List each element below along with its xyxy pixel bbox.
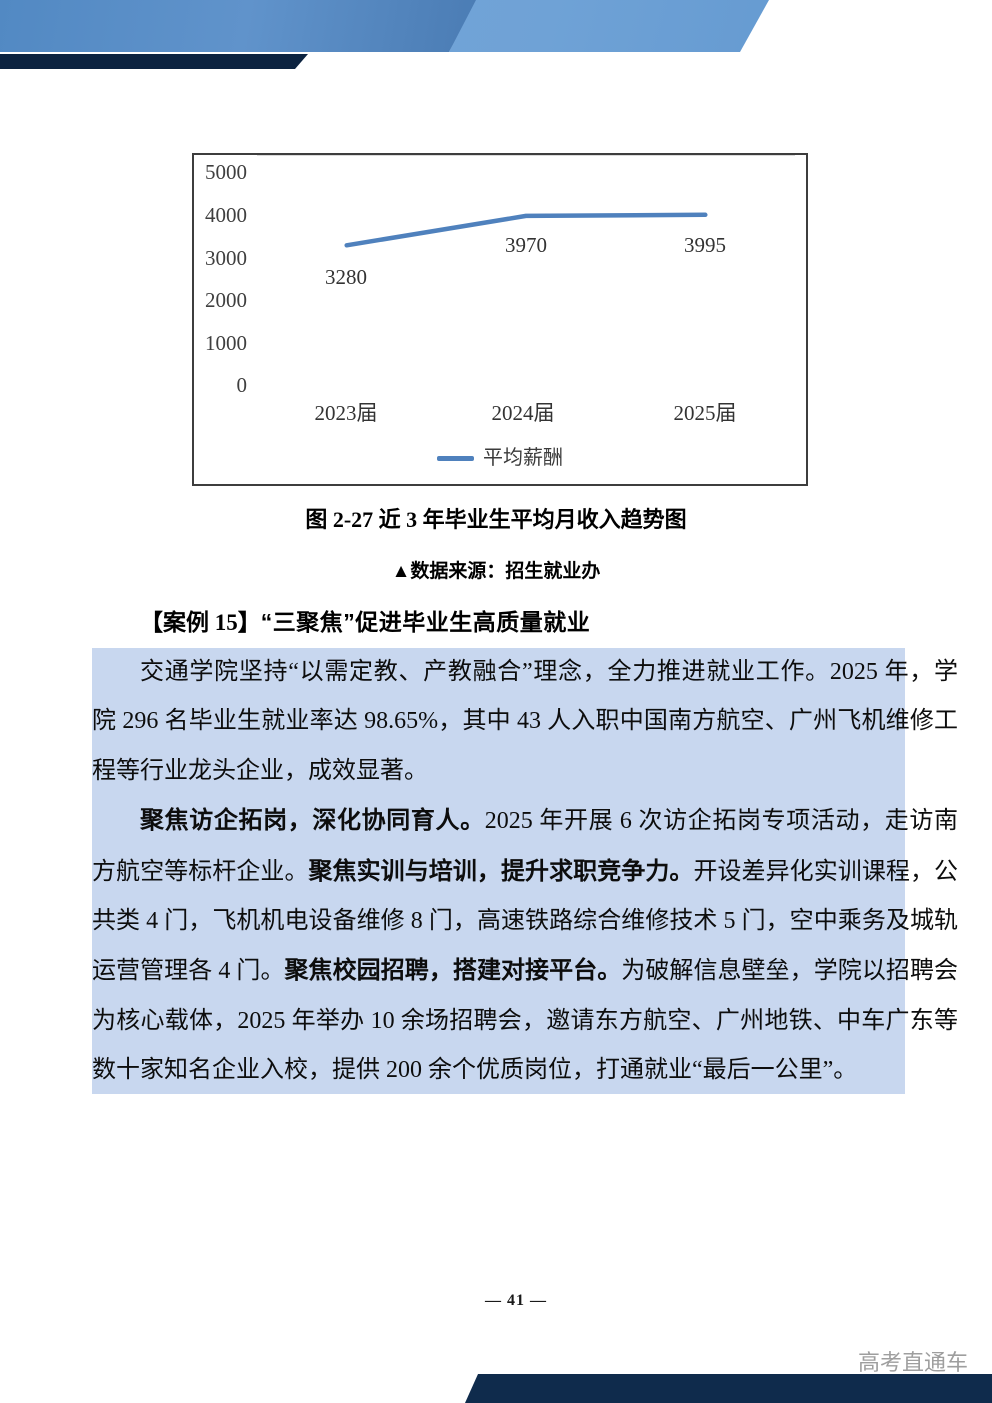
body-text: 开设差异化实训课程，公共类 4 门，飞机机电设备维修 8 门，高速铁路综合维修技…: [92, 858, 959, 985]
average-salary-line: [344, 212, 708, 248]
y-axis-tick: 3000: [205, 246, 247, 270]
y-axis-tick: 2000: [205, 288, 247, 312]
body-text: 为破解信息壁垒，学院以招聘会为核心载体，2025 年举办 10 余场招聘会，邀请…: [92, 958, 959, 1084]
body-text: 2025 年开展 6 次访企拓岗专项活动，走访南方航空等标杆企业。: [92, 808, 958, 885]
header-band-secondary: [449, 0, 769, 52]
case-body: 交通学院坚持“以需定教、产教融合”理念，全力推进就业工作。2025 年，学院 2…: [92, 648, 958, 1094]
y-axis-tick: 4000: [205, 203, 247, 227]
case-number-label: 【案例 15】: [140, 610, 261, 635]
chart-legend: 平均薪酬: [437, 445, 563, 471]
x-axis-category: 2025届: [673, 401, 737, 425]
case-title: 【案例 15】“三聚焦”促进毕业生高质量就业: [140, 604, 960, 641]
footer-band-navy: [465, 1374, 992, 1403]
body-text: 交通学院坚持“以需定教、产教融合”理念，全力推进就业工作。2025 年，学院 2…: [92, 659, 958, 784]
legend-line-swatch: [437, 455, 474, 461]
body-text-bold: 聚焦实训与培训，提升求职竞争力。: [308, 857, 694, 885]
figure-data-source: ▲数据来源：招生就业办: [391, 561, 601, 582]
data-label: 3970: [505, 233, 547, 257]
gridline: [257, 155, 795, 156]
trend-line-plot: [344, 212, 708, 248]
data-label: 3280: [325, 265, 367, 289]
salary-trend-chart: 5000 4000 3000 2000 1000 0 3280 3970 399…: [192, 153, 808, 486]
body-paragraph: 聚焦访企拓岗，深化协同育人。2025 年开展 6 次访企拓岗专项活动，走访南方航…: [92, 796, 958, 1095]
x-axis-category: 2024届: [491, 401, 555, 425]
header-band-primary: [0, 0, 478, 52]
y-axis-tick: 5000: [205, 160, 247, 184]
data-label: 3995: [684, 233, 726, 257]
x-axis-category: 2023届: [314, 401, 378, 425]
header-band-navy-strip: [0, 54, 308, 69]
y-axis-tick: 1000: [205, 331, 247, 355]
legend-label: 平均薪酬: [483, 447, 563, 469]
watermark-text: 高考直通车: [857, 1350, 968, 1375]
page-number: — 41 —: [485, 1292, 547, 1309]
figure-caption: 图 2-27 近 3 年毕业生平均月收入趋势图: [305, 507, 687, 532]
case-title-text: “三聚焦”促进毕业生高质量就业: [260, 609, 591, 635]
header-decoration: [0, 0, 992, 70]
y-axis-tick: 0: [236, 373, 248, 397]
body-text-bold: 聚焦校园招聘，搭建对接平台。: [284, 957, 622, 985]
body-paragraph: 交通学院坚持“以需定教、产教融合”理念，全力推进就业工作。2025 年，学院 2…: [92, 648, 958, 796]
body-text-bold: 聚焦访企拓岗，深化协同育人。: [140, 807, 485, 835]
